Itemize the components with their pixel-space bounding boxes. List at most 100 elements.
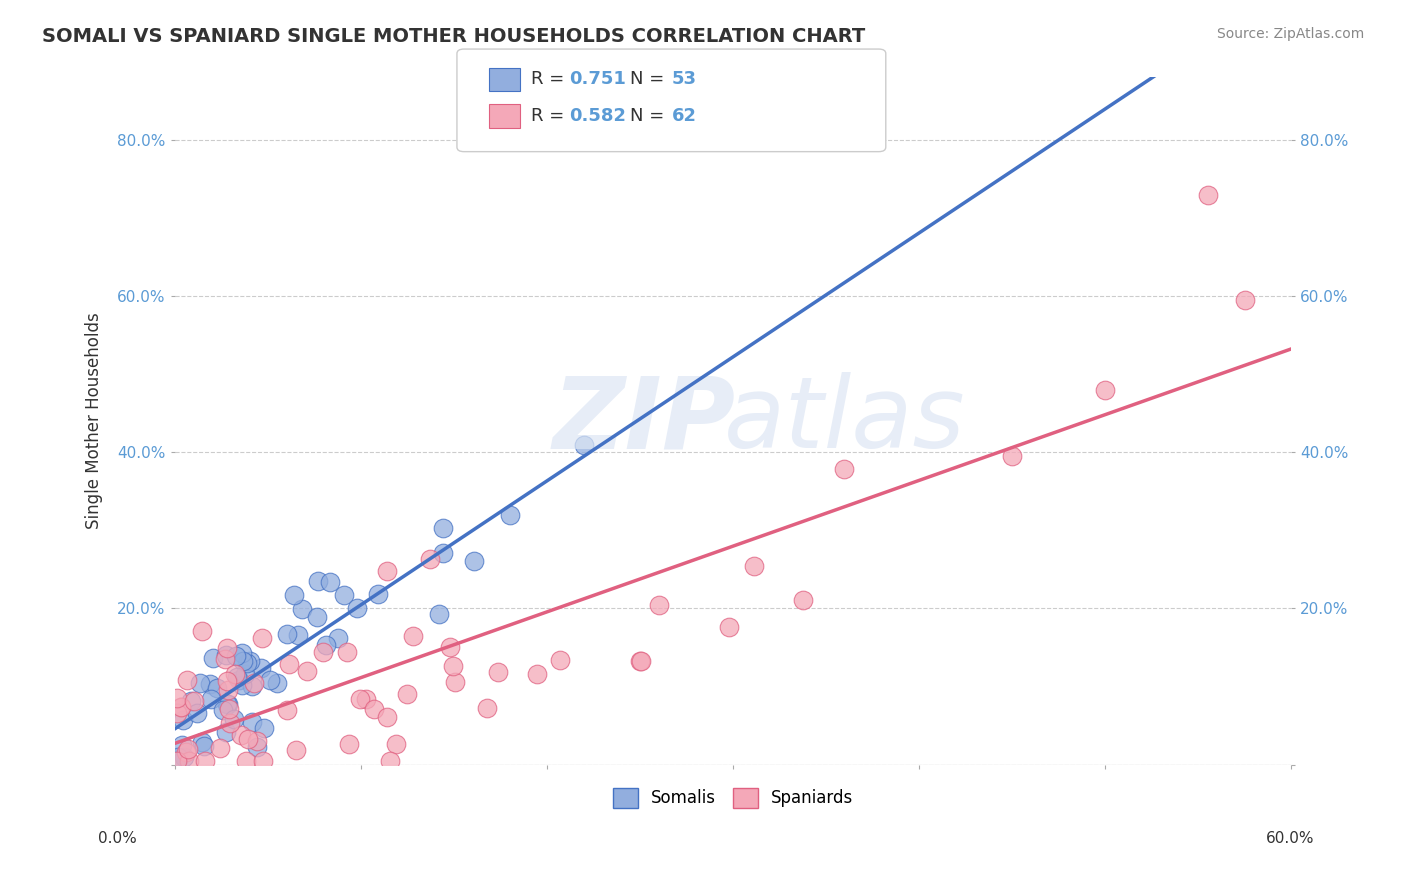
Point	[277, 657, 299, 671]
Point	[354, 692, 377, 706]
Point	[214, 652, 236, 666]
Point	[276, 703, 298, 717]
Point	[315, 638, 337, 652]
Point	[172, 738, 194, 752]
Point	[176, 673, 198, 687]
Point	[252, 721, 274, 735]
Point	[526, 666, 548, 681]
Point	[266, 676, 288, 690]
Point	[166, 690, 188, 705]
Point	[630, 654, 652, 668]
Point	[217, 640, 239, 655]
Point	[186, 706, 208, 720]
Point	[276, 626, 298, 640]
Point	[240, 679, 263, 693]
Point	[363, 701, 385, 715]
Point	[349, 692, 371, 706]
Point	[332, 588, 354, 602]
Point	[218, 701, 240, 715]
Point	[236, 731, 259, 746]
Point	[367, 587, 389, 601]
Point	[307, 574, 329, 588]
Point	[432, 521, 454, 535]
Text: 62: 62	[672, 107, 697, 125]
Point	[318, 574, 340, 589]
Text: N =: N =	[630, 70, 669, 88]
Point	[346, 601, 368, 615]
Point	[240, 714, 263, 729]
Point	[1233, 293, 1256, 307]
Point	[215, 725, 238, 739]
Point	[188, 676, 211, 690]
Point	[194, 754, 217, 768]
Point	[215, 697, 238, 711]
Point	[486, 665, 509, 679]
Text: ZIP: ZIP	[553, 373, 735, 469]
Point	[225, 648, 247, 663]
Text: 53: 53	[672, 70, 697, 88]
Point	[200, 692, 222, 706]
Point	[224, 712, 246, 726]
Point	[228, 673, 250, 687]
Point	[375, 565, 398, 579]
Point	[1197, 187, 1219, 202]
Point	[198, 676, 221, 690]
Point	[443, 675, 465, 690]
Point	[191, 624, 214, 638]
Point	[287, 628, 309, 642]
Point	[243, 676, 266, 690]
Point	[231, 678, 253, 692]
Point	[190, 735, 212, 749]
Point	[441, 658, 464, 673]
Point	[1094, 383, 1116, 397]
Text: 0.0%: 0.0%	[98, 831, 138, 846]
Point	[179, 754, 201, 768]
Point	[166, 754, 188, 768]
Text: 0.582: 0.582	[569, 107, 627, 125]
Point	[572, 438, 595, 452]
Point	[285, 743, 308, 757]
Point	[402, 629, 425, 643]
Point	[295, 664, 318, 678]
Point	[395, 687, 418, 701]
Point	[246, 739, 269, 754]
Point	[193, 739, 215, 753]
Point	[236, 656, 259, 670]
Point	[375, 710, 398, 724]
Point	[246, 734, 269, 748]
Point	[463, 554, 485, 568]
Point	[548, 653, 571, 667]
Point	[218, 716, 240, 731]
Point	[1001, 449, 1024, 463]
Text: SOMALI VS SPANIARD SINGLE MOTHER HOUSEHOLDS CORRELATION CHART: SOMALI VS SPANIARD SINGLE MOTHER HOUSEHO…	[42, 27, 866, 45]
Text: 0.751: 0.751	[569, 70, 626, 88]
Y-axis label: Single Mother Households: Single Mother Households	[86, 312, 103, 529]
Point	[717, 619, 740, 633]
Point	[648, 598, 671, 612]
Point	[225, 670, 247, 684]
Point	[212, 703, 235, 717]
Point	[792, 593, 814, 607]
Point	[173, 749, 195, 764]
Point	[252, 754, 274, 768]
Point	[439, 640, 461, 654]
Point	[475, 701, 498, 715]
Point	[170, 700, 193, 714]
Point	[628, 654, 651, 668]
Text: N =: N =	[630, 107, 669, 125]
Point	[170, 699, 193, 714]
Point	[427, 607, 450, 622]
Point	[166, 706, 188, 721]
Point	[215, 673, 238, 688]
Point	[250, 632, 273, 646]
Point	[336, 645, 359, 659]
Point	[201, 650, 224, 665]
Point	[232, 654, 254, 668]
Point	[209, 741, 232, 756]
Text: Source: ZipAtlas.com: Source: ZipAtlas.com	[1216, 27, 1364, 41]
Point	[174, 745, 197, 759]
Point	[235, 754, 257, 768]
Point	[259, 673, 281, 687]
Text: atlas: atlas	[724, 373, 966, 469]
Point	[183, 694, 205, 708]
